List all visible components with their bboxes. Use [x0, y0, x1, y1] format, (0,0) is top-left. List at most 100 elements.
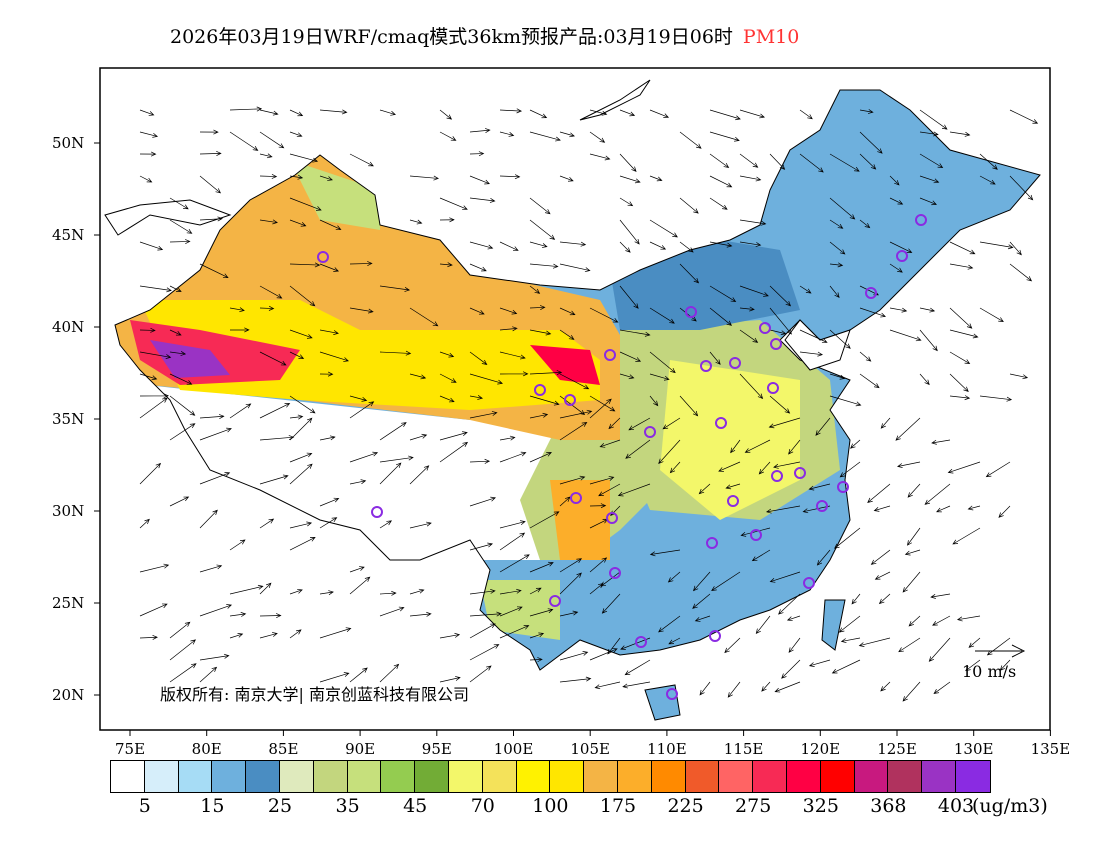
wind-arrow [349, 451, 379, 463]
wind-arrow [679, 307, 697, 322]
city-marker [915, 214, 927, 226]
wind-arrow [709, 197, 728, 210]
wind-arrow [709, 153, 730, 169]
wind-arrow [778, 593, 801, 615]
wind-arrow [829, 241, 846, 255]
wind-arrow [859, 219, 871, 229]
wind-arrow [907, 483, 921, 498]
city-marker [837, 481, 849, 493]
wind-arrow [469, 128, 491, 133]
colorbar-swatch [415, 761, 449, 792]
wind-arrow [608, 417, 621, 430]
wind-arrow [850, 439, 861, 449]
wind-arrow [469, 644, 500, 661]
wind-arrow [139, 634, 158, 640]
wind-arrow [199, 151, 222, 156]
wind-arrow [607, 637, 621, 655]
wind-arrow [529, 197, 551, 215]
wind-arrow [952, 527, 981, 545]
wind-arrow [769, 395, 791, 414]
wind-arrow [199, 509, 218, 529]
colorbar-swatch [381, 761, 416, 792]
wind-arrow [625, 439, 651, 459]
city-marker [644, 426, 656, 438]
colorbar-swatch [888, 761, 923, 792]
wind-arrow [529, 263, 559, 269]
wind-arrow [919, 109, 948, 130]
wind-arrow [559, 307, 576, 316]
colorbar-swatch [347, 761, 382, 792]
wind-arrow [889, 307, 908, 313]
lon-label: 110E [647, 740, 687, 758]
wind-arrow [619, 153, 637, 172]
wind-arrow [529, 587, 542, 595]
wind-arrow [679, 241, 694, 253]
wind-arrow [319, 672, 350, 683]
wind-arrow [619, 285, 639, 309]
wind-arrow [499, 625, 530, 639]
wind-arrow [889, 329, 922, 342]
wind-arrow [799, 329, 828, 343]
lon-label: 125E [877, 740, 917, 758]
wind-arrow [169, 219, 193, 234]
wind-arrow [559, 610, 579, 617]
wind-arrow [617, 483, 651, 497]
wind-arrow [529, 395, 560, 406]
wind-scale-label: 10 m/s [962, 662, 1017, 681]
wind-arrow [781, 659, 801, 679]
wind-arrow [199, 427, 232, 441]
wind-arrow [829, 197, 856, 220]
wind-arrow [669, 461, 681, 474]
wind-arrow [319, 435, 336, 441]
colorbar-swatch [212, 761, 247, 792]
lat-label: 30N [52, 502, 85, 520]
wind-arrow [693, 571, 711, 592]
title-text: 2026年03月19日WRF/cmaq模式36km预报产品:03月19日06时 [170, 26, 733, 48]
city-marker [727, 495, 739, 507]
wind-arrow [349, 576, 371, 595]
wind-arrow [409, 521, 432, 529]
wind-arrow [739, 175, 762, 182]
wind-arrow [349, 261, 373, 266]
wind-arrow [259, 109, 279, 116]
wind-arrow [379, 590, 397, 596]
wind-arrow [169, 663, 197, 683]
wind-arrow [739, 153, 759, 168]
wind-arrow [739, 329, 759, 343]
wind-arrow [499, 326, 518, 332]
wind-arrow [139, 327, 156, 333]
wind-arrow [319, 590, 334, 596]
wind-arrow [499, 435, 516, 441]
wind-arrow [979, 307, 1004, 322]
wind-arrow [349, 395, 368, 402]
wind-arrow [439, 373, 457, 383]
wind-arrow [169, 639, 196, 661]
wind-arrow [349, 667, 368, 683]
wind-arrow [469, 542, 494, 551]
wind-arrow [409, 175, 439, 181]
wind-arrow [529, 657, 543, 663]
wind-arrow [169, 395, 196, 416]
wind-arrow [834, 527, 861, 549]
lon-label: 100E [493, 740, 534, 758]
wind-arrow [619, 241, 631, 253]
city-marker [759, 322, 771, 334]
wind-arrow [349, 401, 375, 419]
wind-arrow [895, 417, 921, 441]
lat-label: 25N [52, 594, 85, 612]
wind-arrow [739, 219, 767, 226]
colorbar-unit: (ug/m3) [972, 795, 1048, 817]
colorbar-swatch [955, 761, 990, 792]
wind-arrow [769, 329, 787, 336]
wind-arrow [744, 439, 771, 453]
colorbar-swatch [617, 761, 652, 792]
wind-arrow [739, 241, 762, 247]
wind-arrow [968, 637, 981, 648]
colorbar-label: 70 [470, 795, 495, 817]
wind-arrow [169, 496, 190, 507]
wind-arrow [933, 681, 951, 695]
wind-arrow [199, 666, 218, 683]
wind-arrow [439, 676, 461, 683]
wind-arrow [259, 219, 278, 225]
wind-arrow [808, 659, 831, 667]
